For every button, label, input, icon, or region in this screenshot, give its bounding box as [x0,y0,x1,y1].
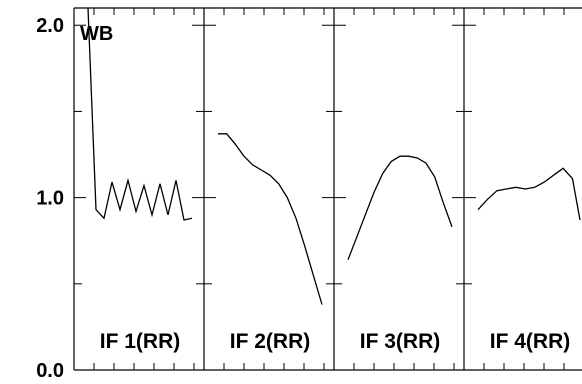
panel-label-3: IF 3(RR) [360,330,441,353]
panel-labels: IF 1(RR) IF 2(RR) IF 3(RR) IF 4(RR) [100,330,571,353]
y-tick-label: 1.0 [36,188,64,210]
panel-frames [73,7,582,371]
series-line-4 [477,167,581,221]
y-tick-label: 0.0 [36,360,64,382]
panel-label-2: IF 2(RR) [230,330,311,353]
corner-label: WB [80,23,113,45]
y-tick-labels: 0.0 1.0 2.0 [36,15,64,382]
series-line-2 [218,133,323,305]
y-tick-label: 2.0 [36,15,64,37]
series-line-3 [347,155,453,260]
panel-label-4: IF 4(RR) [490,330,571,353]
series-lines [87,7,581,305]
series-line-1 [87,7,193,221]
panel-label-1: IF 1(RR) [100,330,181,353]
axis-ticks [74,8,565,371]
